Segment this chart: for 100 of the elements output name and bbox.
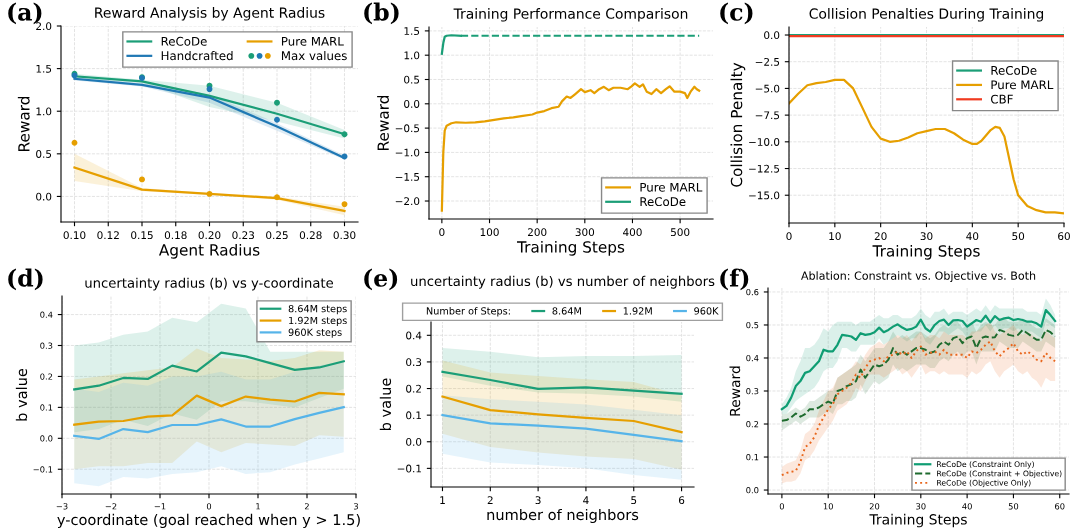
- x-tick-label: 40: [962, 503, 972, 510]
- y-tick-label: 0.3: [40, 342, 53, 349]
- y-tick-label: 1.5: [404, 27, 420, 35]
- x-tick-label: 30: [920, 232, 933, 241]
- x-tick-label: 0: [786, 232, 792, 241]
- y-tick-label: −5.0: [755, 84, 780, 93]
- y-tick-label: 0.4: [406, 331, 422, 340]
- x-tick-label: 0: [439, 228, 445, 237]
- x-tick-label: −2: [105, 503, 117, 510]
- legend-label: Max values: [281, 51, 347, 61]
- text: (e): [364, 268, 398, 291]
- x-tick-label: 40: [966, 232, 979, 241]
- y-axis-title: Reward: [377, 95, 389, 150]
- y-axis-title: b value: [15, 368, 28, 421]
- x-tick-label: 2: [487, 496, 493, 504]
- legend-label: 960K: [694, 307, 719, 315]
- x-axis-title: Training Steps: [872, 244, 980, 260]
- x-tick-label: 0.15: [131, 231, 153, 240]
- y-tick-label: −2.5: [755, 57, 780, 66]
- x-axis-title: number of neighbors: [487, 508, 639, 523]
- y-tick-label: 0.2: [746, 420, 759, 428]
- x-tick-label: 0.12: [97, 231, 119, 240]
- x-tick-label: 0.30: [333, 231, 356, 240]
- chart-title: Collision Penalties During Training: [809, 8, 1044, 22]
- x-tick-label: 5: [631, 496, 637, 505]
- y-tick-label: 0.5: [404, 75, 420, 84]
- y-tick-label: 1.0: [404, 51, 420, 60]
- text: (c): [720, 2, 753, 25]
- x-tick-label: 20: [874, 232, 887, 241]
- x-tick-label: 4: [583, 496, 589, 504]
- y-tick-label: −0.1: [397, 464, 422, 473]
- y-tick-label: 0.1: [746, 454, 759, 461]
- x-axis-title: Agent Radius: [158, 243, 260, 259]
- legend-label: ReCoDe: [991, 65, 1037, 75]
- y-tick-label: 0.0: [36, 192, 52, 201]
- y-tick-label: −0.5: [395, 124, 420, 133]
- legend-label: Handcrafted: [161, 51, 233, 61]
- x-tick-label: 300: [575, 228, 595, 237]
- y-axis-title: Reward: [729, 366, 741, 416]
- y-tick-label: 0.1: [406, 411, 422, 420]
- x-tick-label: 0: [206, 503, 212, 510]
- x-tick-label: 100: [480, 228, 499, 237]
- x-tick-label: 10: [829, 232, 841, 241]
- legend-label: 8.64M: [552, 307, 581, 315]
- x-tick-label: 0.20: [198, 231, 221, 240]
- x-axis-title: Training Steps: [869, 513, 967, 528]
- x-tick-label: 2: [304, 503, 309, 510]
- y-tick-label: 0.1: [40, 404, 53, 411]
- chart-title: uncertainty radius (b) vs number of neighbors: [411, 275, 715, 289]
- y-tick-label: 1.0: [36, 107, 52, 116]
- y-tick-label: 0.5: [746, 321, 759, 329]
- text: (f): [720, 268, 749, 291]
- legend-label: ReCoDe: [640, 197, 686, 207]
- y-tick-label: 0.0: [746, 487, 759, 494]
- y-tick-label: −1.5: [395, 173, 420, 181]
- x-axis-title: y-coordinate (goal reached when y > 1.5): [57, 513, 360, 528]
- x-tick-label: 20: [869, 503, 880, 510]
- legend-label: Pure MARL: [281, 36, 344, 46]
- x-tick-label: 30: [916, 503, 926, 510]
- text: (d): [8, 268, 43, 291]
- y-tick-label: −10.0: [749, 138, 780, 146]
- x-tick-label: 0.18: [164, 231, 187, 240]
- legend-label: 960K steps: [288, 328, 342, 338]
- y-tick-label: 0.0: [406, 437, 422, 446]
- x-tick-label: 0.25: [266, 231, 288, 240]
- legend-label: CBF: [991, 94, 1013, 104]
- y-tick-label: 0.4: [746, 354, 759, 362]
- text: (b): [364, 2, 399, 25]
- x-tick-label: 500: [670, 228, 690, 237]
- x-tick-label: 200: [527, 228, 547, 237]
- chart-title: Reward Analysis by Agent Radius: [95, 7, 325, 21]
- y-tick-label: 0.6: [746, 288, 759, 296]
- x-tick-label: 0.28: [299, 231, 322, 240]
- chart-title: Ablation: Constraint vs. Objective vs. Both: [801, 271, 1036, 282]
- y-tick-label: 0.0: [764, 31, 780, 40]
- y-tick-label: 0.5: [36, 150, 52, 158]
- y-tick-label: 0.4: [40, 311, 53, 318]
- y-tick-label: 0.2: [40, 373, 53, 380]
- x-tick-label: −3: [56, 503, 68, 510]
- text: (a): [8, 2, 42, 25]
- legend-label: ReCoDe: [161, 36, 207, 46]
- y-tick-label: 0.3: [406, 358, 422, 367]
- legend-label: Pure MARL: [991, 80, 1054, 90]
- x-tick-label: 0.10: [63, 231, 86, 240]
- legend-label: 1.92M steps: [289, 316, 347, 326]
- x-tick-label: 50: [1008, 503, 1019, 510]
- x-tick-label: 0: [779, 503, 784, 510]
- x-tick-label: −1: [154, 503, 166, 510]
- x-axis-title: Training Steps: [517, 240, 625, 256]
- y-tick-label: 0.3: [746, 387, 759, 395]
- y-tick-label: 0.0: [404, 100, 420, 108]
- y-tick-label: −15.0: [749, 191, 780, 200]
- x-tick-label: 3: [535, 496, 541, 505]
- x-tick-label: 3: [353, 503, 358, 510]
- legend-label: 8.64M steps: [288, 304, 347, 315]
- x-tick-label: 0.23: [232, 231, 255, 240]
- x-tick-label: 6: [678, 496, 685, 505]
- y-tick-label: −7.5: [755, 111, 780, 120]
- chart-title: uncertainty radius (b) vs y-coordinate: [85, 277, 334, 291]
- x-tick-label: 50: [1012, 232, 1025, 241]
